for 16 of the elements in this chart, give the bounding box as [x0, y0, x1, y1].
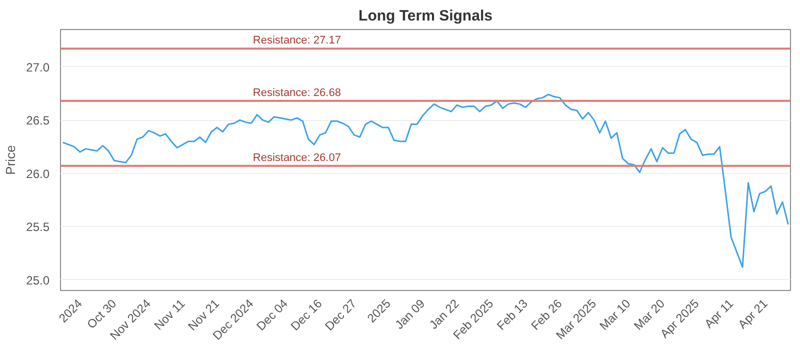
y-tick-label: 26.0 [26, 166, 50, 181]
y-tick-label: 26.5 [26, 114, 50, 128]
y-axis-title: Price [3, 145, 18, 175]
x-tick-label: Nov 11 [152, 296, 188, 333]
x-tick-label: Jan 09 [392, 296, 428, 332]
x-tick-label: Mar 10 [596, 296, 634, 333]
ref-line-label: Resistance: 26.07 [252, 152, 341, 164]
ref-line-label: Resistance: 27.17 [252, 34, 341, 47]
x-tick-label: Apr 21 [735, 296, 771, 332]
y-tick-label: 25.0 [26, 273, 50, 288]
chart-title: Long Term Signals [358, 8, 492, 24]
y-tick-label: 25.5 [26, 220, 50, 234]
y-tick-label: 27.0 [26, 60, 50, 74]
x-tick-label: Apr 11 [702, 296, 736, 331]
ref-line-label: Resistance: 26.68 [252, 86, 341, 99]
x-tick-label: Feb 13 [494, 296, 531, 333]
